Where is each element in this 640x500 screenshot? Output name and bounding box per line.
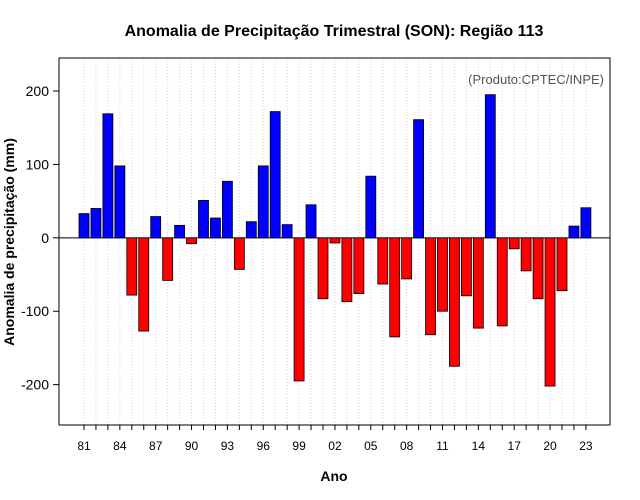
bar-2014 (472, 237, 484, 329)
bar-2005 (365, 175, 377, 239)
bar-1989 (174, 224, 186, 239)
bars (78, 94, 592, 387)
chart-title: Anomalia de Precipitação Trimestral (SON… (125, 23, 544, 40)
bar-1983 (102, 113, 114, 239)
bar-1992 (210, 217, 221, 239)
bar-1991 (198, 199, 209, 239)
bar-2012 (449, 237, 460, 367)
x-tick-label: 87 (149, 439, 163, 453)
bar-1986 (138, 237, 150, 332)
bar-2007 (389, 237, 401, 338)
bar-1990 (186, 237, 197, 245)
x-tick-label: 23 (579, 439, 593, 453)
bar-1999 (293, 237, 305, 382)
x-tick-label: 17 (508, 439, 522, 453)
x-tick-label: 93 (221, 439, 235, 453)
bar-2017 (508, 237, 520, 250)
bar-2013 (460, 237, 472, 297)
bar-2019 (532, 237, 544, 300)
x-axis-title: Ano (320, 468, 347, 484)
bar-2010 (425, 237, 436, 336)
y-tick-label: -100 (21, 303, 49, 319)
x-tick-label: 05 (364, 439, 378, 453)
x-tick-label: 90 (185, 439, 199, 453)
y-tick-label: -200 (21, 377, 49, 393)
x-tick-label: 11 (436, 439, 449, 453)
bar-1981 (78, 213, 90, 239)
bar-1997 (269, 111, 281, 239)
bar-2009 (413, 119, 425, 239)
bar-1994 (233, 237, 245, 270)
bar-2003 (341, 237, 353, 303)
y-axis-title: Anomalia de precipitação (mm) (1, 138, 17, 346)
bar-1985 (126, 237, 138, 296)
bar-1982 (90, 208, 102, 239)
bar-2000 (305, 204, 317, 239)
x-tick-label: 81 (77, 439, 91, 453)
bar-1993 (221, 180, 233, 239)
x-tick-label: 02 (328, 439, 342, 453)
y-tick-label: 200 (26, 83, 50, 99)
y-tick-label: 0 (41, 230, 49, 246)
bar-2001 (317, 237, 329, 300)
y-axis: -200 -100 0 100 200 (21, 83, 59, 393)
bar-2016 (496, 237, 508, 327)
bar-2006 (377, 237, 389, 285)
x-tick-label: 84 (113, 439, 127, 453)
bar-2018 (520, 237, 532, 272)
bar-1996 (257, 165, 269, 239)
bar-2022 (568, 225, 580, 239)
bar-2004 (353, 237, 365, 295)
bar-2011 (437, 237, 448, 312)
x-tick-label: 14 (472, 439, 486, 453)
bar-2021 (556, 237, 568, 292)
x-tick-label: 20 (543, 439, 557, 453)
source-annotation: (Produto:CPTEC/INPE) (468, 72, 604, 87)
bar-2002 (329, 237, 341, 244)
y-tick-label: 100 (26, 156, 50, 172)
bar-1995 (245, 221, 257, 239)
x-axis: 81 84 87 90 93 96 99 02 05 08 11 14 17 20 23 (77, 425, 593, 453)
bar-1987 (150, 216, 162, 239)
bar-2015 (484, 94, 496, 239)
bar-2023 (580, 207, 592, 239)
bar-1984 (114, 165, 126, 239)
x-tick-label: 99 (292, 439, 306, 453)
bar-1998 (281, 224, 293, 239)
x-tick-label: 96 (257, 439, 271, 453)
bar-2008 (401, 237, 413, 280)
bar-2020 (544, 237, 556, 387)
x-tick-label: 08 (400, 439, 414, 453)
bar-1988 (162, 237, 174, 281)
